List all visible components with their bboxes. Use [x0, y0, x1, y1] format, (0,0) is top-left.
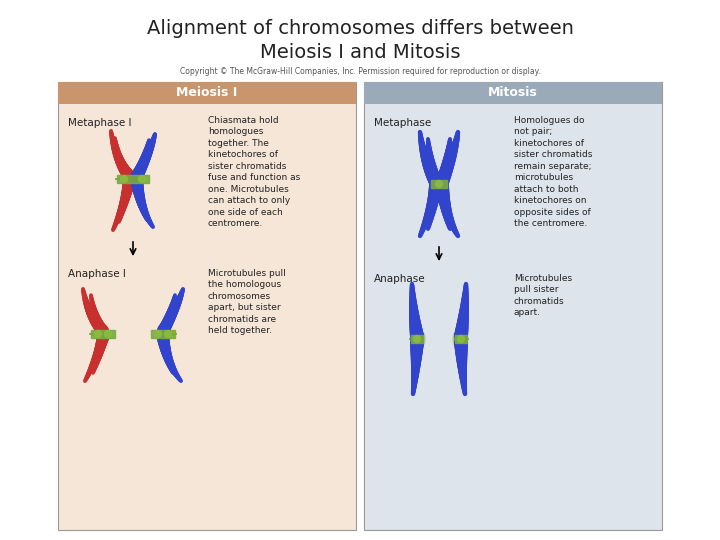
- Text: Alignment of chromosomes differs between: Alignment of chromosomes differs between: [147, 18, 573, 37]
- Circle shape: [164, 330, 171, 338]
- Circle shape: [94, 330, 102, 338]
- Bar: [117, 175, 149, 183]
- Circle shape: [436, 180, 443, 187]
- Circle shape: [138, 176, 145, 183]
- Bar: [91, 330, 115, 338]
- Text: Anaphase: Anaphase: [374, 274, 426, 284]
- Circle shape: [104, 330, 112, 338]
- Text: Chiasmata hold
homologues
together. The
kinetochores of
sister chromatids
fuse a: Chiasmata hold homologues together. The …: [208, 116, 300, 228]
- Circle shape: [413, 335, 420, 342]
- Text: Metaphase I: Metaphase I: [68, 118, 132, 128]
- Text: Microtubules pull
the homologous
chromosomes
apart, but sister
chromatids are
he: Microtubules pull the homologous chromos…: [208, 269, 286, 335]
- Bar: [364, 82, 662, 104]
- Text: Meiosis I and Mitosis: Meiosis I and Mitosis: [260, 43, 460, 62]
- Bar: [58, 82, 356, 104]
- Circle shape: [155, 330, 161, 338]
- Text: Metaphase: Metaphase: [374, 118, 431, 128]
- Circle shape: [120, 176, 127, 183]
- Text: Microtubules
pull sister
chromatids
apart.: Microtubules pull sister chromatids apar…: [514, 274, 572, 318]
- Bar: [364, 82, 662, 530]
- Text: Meiosis I: Meiosis I: [176, 86, 238, 99]
- Bar: [431, 180, 447, 188]
- Bar: [455, 335, 467, 343]
- Text: Anaphase I: Anaphase I: [68, 269, 126, 279]
- Bar: [411, 335, 423, 343]
- Text: Copyright © The McGraw-Hill Companies, Inc. Permission required for reproduction: Copyright © The McGraw-Hill Companies, I…: [180, 68, 540, 77]
- Text: Homologues do
not pair;
kinetochores of
sister chromatids
remain separate;
micro: Homologues do not pair; kinetochores of …: [514, 116, 593, 228]
- Circle shape: [457, 335, 464, 342]
- Bar: [151, 330, 175, 338]
- Bar: [58, 82, 356, 530]
- Text: Mitosis: Mitosis: [488, 86, 538, 99]
